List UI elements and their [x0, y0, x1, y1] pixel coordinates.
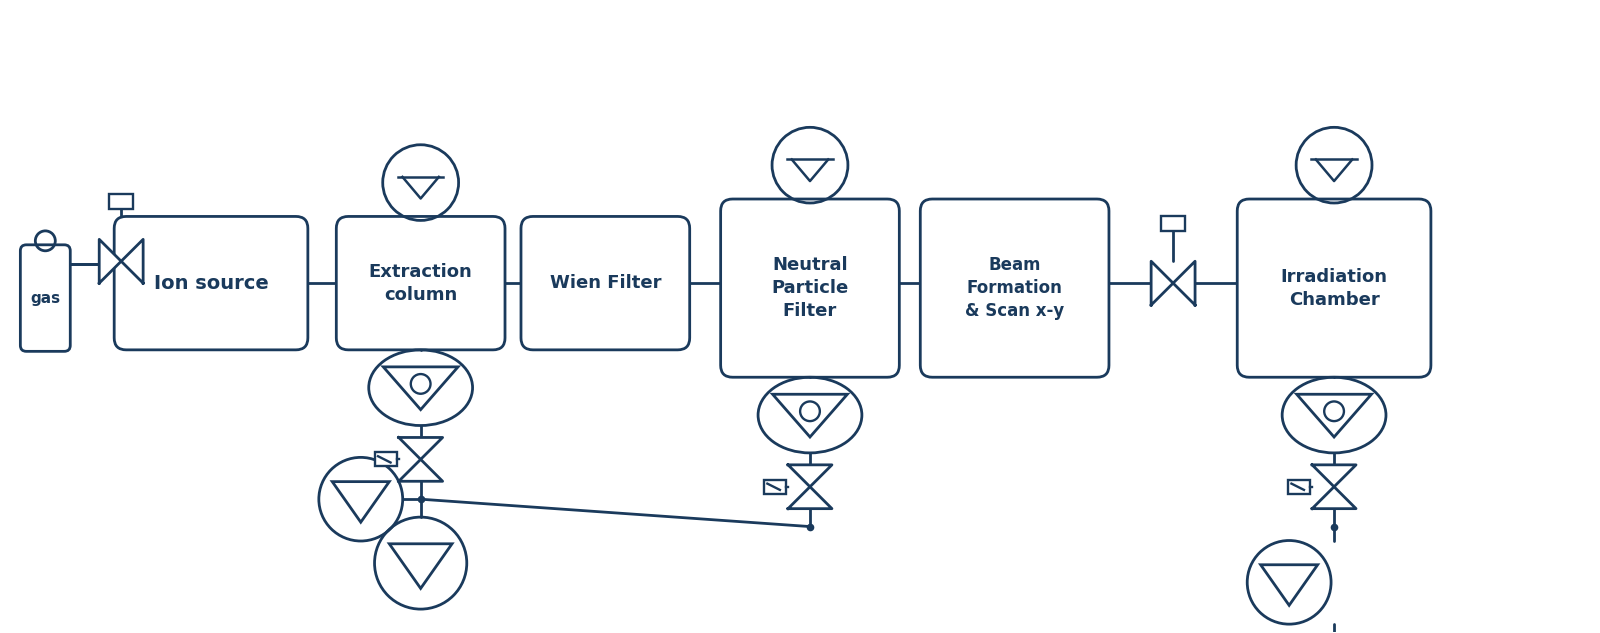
Polygon shape [1312, 465, 1357, 487]
Polygon shape [789, 465, 832, 487]
Polygon shape [1150, 261, 1173, 305]
Bar [374, 452, 397, 467]
FancyBboxPatch shape [336, 216, 506, 350]
Polygon shape [1173, 261, 1195, 305]
Text: Neutral
Particle
Filter: Neutral Particle Filter [771, 256, 848, 320]
Polygon shape [398, 437, 443, 460]
FancyBboxPatch shape [21, 245, 70, 351]
Polygon shape [789, 487, 832, 509]
Bar [109, 194, 133, 209]
Polygon shape [122, 239, 142, 283]
Bar [1288, 480, 1310, 494]
Text: gas: gas [30, 291, 61, 306]
FancyBboxPatch shape [720, 199, 899, 377]
Bar [765, 480, 786, 494]
Bar [1162, 216, 1186, 230]
Text: Irradiation
Chamber: Irradiation Chamber [1280, 268, 1387, 308]
FancyBboxPatch shape [522, 216, 690, 350]
Text: Wien Filter: Wien Filter [549, 274, 661, 292]
FancyBboxPatch shape [114, 216, 307, 350]
Polygon shape [398, 460, 443, 481]
Polygon shape [99, 239, 122, 283]
Text: Ion source: Ion source [154, 273, 269, 292]
Text: Beam
Formation
& Scan x-y: Beam Formation & Scan x-y [965, 256, 1064, 320]
Polygon shape [1312, 487, 1357, 509]
FancyBboxPatch shape [1237, 199, 1430, 377]
FancyBboxPatch shape [920, 199, 1109, 377]
Text: Extraction
column: Extraction column [368, 263, 472, 304]
